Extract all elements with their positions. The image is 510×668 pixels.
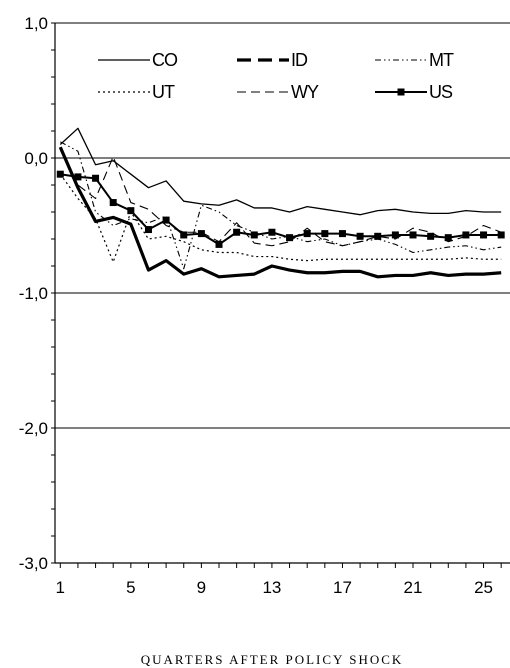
series-point-us	[92, 174, 100, 182]
x-tick-label: 25	[474, 578, 493, 597]
x-tick-label: 21	[404, 578, 423, 597]
series-line-co	[59, 127, 502, 216]
x-tick-label: 5	[126, 578, 135, 597]
legend-label-us: US	[429, 82, 453, 102]
series-lines	[56, 127, 505, 279]
gridlines	[55, 22, 510, 429]
legend-label-ut: UT	[152, 82, 175, 102]
series-point-us	[56, 170, 64, 178]
x-tick-label: 17	[333, 578, 352, 597]
series-point-us	[162, 216, 170, 224]
x-axis-title: QUARTERS AFTER POLICY SHOCK	[141, 652, 404, 667]
series-point-us	[144, 226, 152, 234]
series-line-id	[58, 146, 502, 279]
series-point-us	[197, 230, 205, 238]
y-tick-label: 1,0	[24, 14, 48, 33]
x-tick-label: 1	[56, 578, 65, 597]
legend-label-id: ID	[291, 50, 308, 70]
series-line-wy	[59, 146, 502, 247]
x-tick-label: 13	[262, 578, 281, 597]
series-point-us	[497, 231, 505, 239]
series-line-us	[60, 173, 502, 246]
y-tick-label: -3,0	[19, 554, 48, 573]
axes: 1,0 0,0 -1,0 -2,0 -3,0 1 5 9 13 17 21 25	[19, 14, 510, 597]
y-tick-label: 0,0	[24, 149, 48, 168]
series-point-us	[321, 230, 329, 238]
series-point-us	[74, 173, 82, 181]
series-point-us	[391, 231, 399, 239]
series-point-us	[462, 231, 470, 239]
series-point-us	[374, 232, 382, 240]
series-point-us	[356, 232, 364, 240]
series-point-us	[215, 240, 223, 248]
series-point-us	[409, 231, 417, 239]
legend-label-wy: WY	[291, 82, 319, 102]
legend-label-co: CO	[152, 50, 178, 70]
series-point-us	[180, 231, 188, 239]
series-point-us	[109, 199, 117, 207]
x-tick-label: 9	[197, 578, 206, 597]
series-point-us	[250, 231, 258, 239]
series-line-ut	[59, 173, 502, 263]
legend-label-mt: MT	[429, 50, 454, 70]
series-line-mt	[60, 141, 502, 270]
y-tick-label: -1,0	[19, 284, 48, 303]
series-point-us	[286, 234, 294, 242]
series-point-us	[268, 228, 276, 236]
series-point-us	[338, 230, 346, 238]
series-point-us	[427, 232, 435, 240]
series-point-us	[480, 231, 488, 239]
series-point-us	[444, 234, 452, 242]
series-point-us	[127, 207, 135, 215]
legend: CO ID MT UT WY US	[98, 50, 455, 102]
series-point-us	[233, 228, 241, 236]
series-point-us	[303, 230, 311, 238]
legend-marker-us	[397, 88, 405, 96]
y-tick-label: -2,0	[19, 419, 48, 438]
